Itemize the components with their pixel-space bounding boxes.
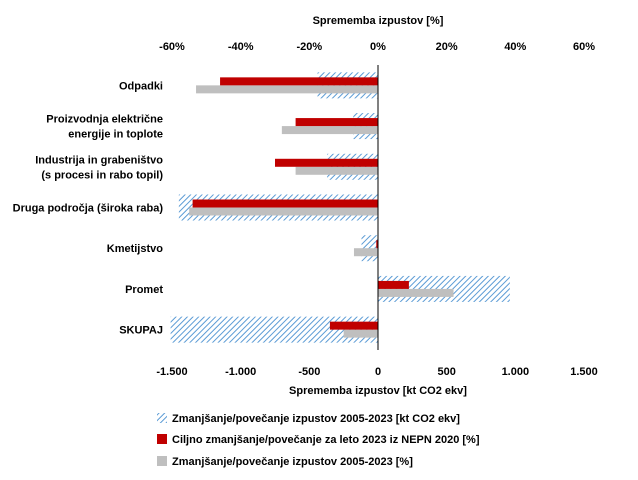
legend-swatch: [157, 434, 167, 444]
bottom-tick-label: 1.000: [502, 366, 530, 378]
bar-actual-percent: [353, 248, 378, 257]
bar-target-percent: [275, 158, 378, 167]
top-tick-label: 0%: [370, 41, 386, 53]
bar-actual-percent: [343, 329, 378, 338]
category-label: Proizvodnja električne: [46, 114, 163, 126]
legend: Zmanjšanje/povečanje izpustov 2005-2023 …: [157, 413, 480, 468]
bar-target-percent: [376, 240, 379, 249]
bottom-tick-label: 500: [437, 366, 455, 378]
legend-label: Zmanjšanje/povečanje izpustov 2005-2023 …: [172, 413, 460, 425]
category-label: SKUPAJ: [119, 325, 163, 337]
category-label: Promet: [125, 284, 163, 296]
bar-actual-percent: [378, 288, 454, 297]
top-tick-label: -20%: [296, 41, 322, 53]
bottom-tick-label: 1.500: [570, 366, 598, 378]
bar-target-percent: [220, 77, 378, 86]
bars: [170, 72, 510, 343]
bar-actual-percent: [189, 207, 378, 216]
bottom-tick-label: -1.500: [156, 366, 187, 378]
bottom-tick-label: -500: [298, 366, 320, 378]
category-label: Kmetijstvo: [107, 243, 164, 255]
bar-actual-percent: [196, 85, 378, 94]
top-tick-label: -60%: [159, 41, 185, 53]
top-tick-label: 60%: [573, 41, 595, 53]
bar-target-percent: [378, 280, 409, 289]
bar-target-percent: [192, 199, 378, 208]
legend-label: Zmanjšanje/povečanje izpustov 2005-2023 …: [172, 456, 413, 468]
category-label: Druga področja (široka raba): [13, 203, 164, 215]
bar-target-percent: [295, 118, 378, 127]
top-axis-ticks: -60% -40% -20% 0% 20% 40% 60%: [159, 41, 595, 53]
category-labels: Odpadki Proizvodnja električne energije in…: [13, 80, 164, 336]
bar-actual-percent: [295, 166, 378, 175]
legend-swatch: [157, 456, 167, 466]
top-tick-label: 40%: [504, 41, 526, 53]
bottom-tick-label: -1.000: [225, 366, 256, 378]
category-label: Industrija in grabeništvo: [35, 154, 163, 166]
legend-swatch: [157, 413, 167, 423]
legend-label: Ciljno zmanjšanje/povečanje za leto 2023…: [172, 434, 480, 446]
top-axis-title: Sprememba izpustov [%]: [313, 15, 444, 27]
bottom-axis-title: Sprememba izpustov [kt CO2 ekv]: [289, 385, 467, 397]
bottom-axis-ticks: -1.500 -1.000 -500 0 500 1.000 1.500: [156, 366, 597, 378]
top-tick-label: -40%: [228, 41, 254, 53]
bar-actual-percent: [281, 126, 378, 135]
top-tick-label: 20%: [436, 41, 458, 53]
bar-target-percent: [329, 321, 378, 330]
bottom-tick-label: 0: [375, 366, 381, 378]
category-label: energije in toplote: [68, 129, 163, 141]
category-label: (s procesi in rabo topil): [41, 169, 163, 181]
category-label: Odpadki: [119, 80, 163, 92]
